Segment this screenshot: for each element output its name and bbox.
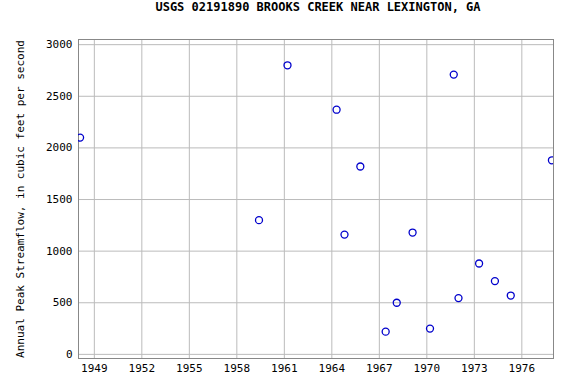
- svg-text:1973: 1973: [461, 362, 488, 375]
- svg-text:1500: 1500: [46, 193, 73, 206]
- svg-text:1964: 1964: [319, 362, 346, 375]
- svg-text:1961: 1961: [271, 362, 298, 375]
- svg-text:2000: 2000: [46, 141, 73, 154]
- svg-text:1955: 1955: [176, 362, 203, 375]
- svg-text:1952: 1952: [129, 362, 156, 375]
- svg-text:1976: 1976: [509, 362, 536, 375]
- html-text:USGS 02191890 BROOKS CREEK NEA: USGS 02191890 BROOKS CREEK NEAR LEXINGTO…: [155, 0, 481, 14]
- svg-text:1958: 1958: [224, 362, 251, 375]
- svg-text:1970: 1970: [414, 362, 441, 375]
- svg-text:3000: 3000: [46, 38, 73, 51]
- svg-text:1000: 1000: [46, 245, 73, 258]
- svg-text:500: 500: [53, 296, 73, 309]
- svg-text:1949: 1949: [81, 362, 108, 375]
- svg-text:1967: 1967: [366, 362, 393, 375]
- svg-text:Annual Peak Streamflow, in cub: Annual Peak Streamflow, in cubic feet pe…: [14, 40, 27, 358]
- svg-text:2500: 2500: [46, 90, 73, 103]
- svg-text:0: 0: [66, 348, 73, 361]
